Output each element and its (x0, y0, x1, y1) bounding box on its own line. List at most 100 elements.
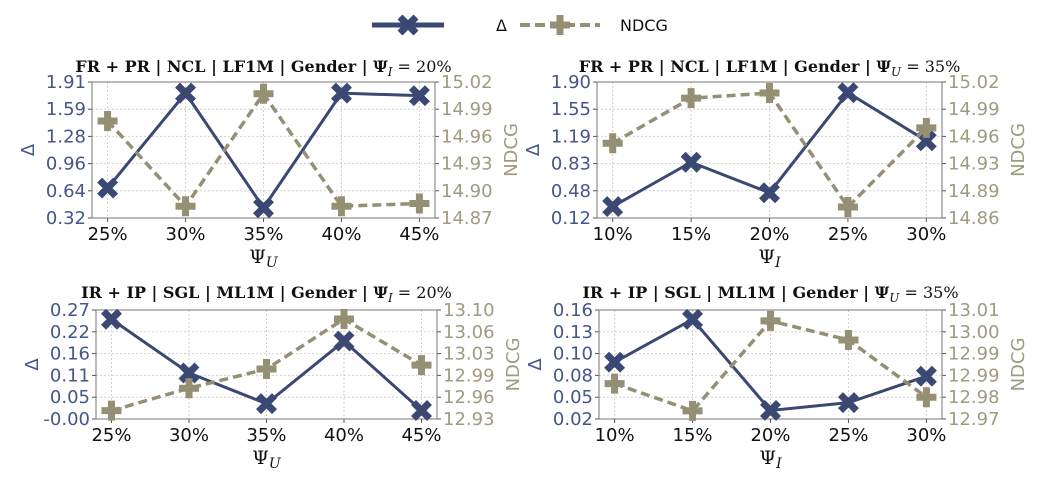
plot-frame (91, 81, 436, 219)
y2-axis-label: NDCG (1008, 123, 1029, 177)
y2-tick-label: 12.96 (443, 387, 495, 408)
delta-point (175, 82, 197, 104)
y2-tick-label: 14.89 (948, 181, 1000, 202)
series-ndcg (602, 83, 937, 217)
title-tail: = 20% (392, 57, 451, 76)
y-tick-label: 1.19 (551, 126, 591, 147)
x-tick-label: 30% (166, 224, 206, 245)
x-tick-label: 15% (671, 224, 711, 245)
delta-point (760, 399, 781, 421)
ndcg-point (916, 117, 937, 138)
y2-tick-label: 13.00 (948, 322, 1000, 343)
delta-point (602, 196, 624, 218)
x-axis-label-sub: I (775, 456, 782, 472)
ndcg-point (101, 400, 122, 421)
series-delta (97, 82, 430, 219)
delta-point (256, 393, 277, 415)
y2-tick-label: 14.99 (441, 99, 493, 120)
ndcg-point (409, 193, 430, 214)
y-tick-label: 1.91 (46, 72, 86, 93)
title-tail: = 35% (901, 57, 960, 76)
y-tick-label: 0.27 (50, 300, 90, 321)
y-tick-label: 0.05 (50, 387, 90, 408)
y2-tick-label: 14.96 (948, 126, 1000, 147)
y-tick-label: 0.64 (46, 181, 86, 202)
x-tick-label: 40% (324, 425, 364, 446)
y-tick-label: 0.83 (551, 154, 591, 175)
x-tick-label: 45% (401, 425, 441, 446)
plus-marker-icon (550, 15, 570, 35)
series-ndcg (604, 310, 937, 421)
subplot-title: FR + PR | NCL | LF1M | Gender | ΨI = 20% (75, 57, 451, 79)
y2-tick-label: 13.06 (443, 322, 495, 343)
legend-delta-x-marker (397, 14, 419, 36)
y-axis-label: Δ (18, 143, 39, 156)
y-tick-label: 0.32 (46, 208, 86, 229)
x-tick-label: 30% (169, 425, 209, 446)
title-subscript: U (889, 291, 900, 305)
delta-point (101, 308, 122, 330)
ndcg-point (838, 329, 859, 350)
x-tick-label: 25% (88, 224, 128, 245)
title-subscript: U (891, 65, 902, 79)
y-tick-label: 0.13 (553, 322, 593, 343)
x-axis-label: ΨI (759, 447, 782, 472)
ndcg-point (681, 88, 702, 109)
y-tick-label: 0.10 (553, 344, 593, 365)
delta-point (604, 351, 626, 373)
y-tick-label: 0.02 (553, 409, 593, 430)
ndcg-point (331, 196, 352, 217)
y-tick-label: 1.55 (551, 99, 591, 120)
legend-delta-label: Δ (496, 16, 507, 35)
y2-tick-label: 15.02 (948, 72, 1000, 93)
y-axis-label: Δ (523, 143, 544, 156)
delta-point (253, 197, 274, 219)
delta-point (680, 151, 702, 173)
legend: Δ NDCG (372, 14, 668, 36)
ndcg-point (256, 358, 277, 379)
title-tail: = 20% (393, 283, 452, 302)
delta-point (97, 177, 119, 199)
y2-tick-label: 12.99 (948, 344, 1000, 365)
y2-tick-label: 12.99 (948, 365, 1000, 386)
y-tick-label: 0.16 (553, 300, 593, 321)
x-tick-label: 25% (828, 224, 868, 245)
x-tick-label: 35% (243, 224, 283, 245)
y-tick-label: 1.28 (46, 126, 86, 147)
x-tick-label: 40% (321, 224, 361, 245)
x-axis-label-main: Ψ (252, 447, 269, 469)
title-subscript: I (387, 65, 393, 79)
series-delta (602, 82, 937, 218)
delta-point (682, 308, 704, 330)
title-main: FR + PR | NCL | LF1M | Gender | Ψ (75, 57, 388, 76)
ndcg-point (602, 133, 623, 154)
y2-tick-label: 12.97 (948, 409, 1000, 430)
legend-ndcg-plus-marker (550, 15, 570, 35)
x-axis-label: ΨI (758, 246, 781, 271)
title-tail: = 35% (899, 283, 958, 302)
y-tick-label: 0.96 (46, 154, 86, 175)
y2-tick-label: 14.96 (441, 126, 493, 147)
subplot-3: IR + IP | SGL | ML1M | Gender | ΨI = 20%… (22, 283, 524, 472)
ndcg-point (334, 308, 354, 329)
subplot-title: IR + IP | SGL | ML1M | Gender | ΨU = 35% (582, 283, 958, 305)
y-tick-label: 0.48 (551, 181, 591, 202)
x-axis-label: ΨU (249, 246, 279, 271)
x-tick-label: 10% (593, 224, 633, 245)
ndcg-point (179, 378, 199, 399)
x-axis-label-sub: I (774, 255, 781, 271)
series-ndcg (101, 308, 432, 421)
series-ndcg (97, 83, 430, 217)
subplot-title: FR + PR | NCL | LF1M | Gender | ΨU = 35% (579, 57, 961, 79)
y-tick-label: 1.90 (551, 72, 591, 93)
y2-tick-label: 12.93 (443, 409, 495, 430)
x-tick-label: 25% (828, 425, 868, 446)
x-tick-label: 15% (673, 425, 713, 446)
x-axis-label-main: Ψ (759, 447, 776, 469)
x-tick-label: 20% (749, 224, 789, 245)
y2-axis-label: NDCG (501, 123, 522, 177)
title-subscript: I (387, 291, 393, 305)
ndcg-point (760, 310, 781, 331)
title-main: FR + PR | NCL | LF1M | Gender | Ψ (579, 57, 892, 76)
